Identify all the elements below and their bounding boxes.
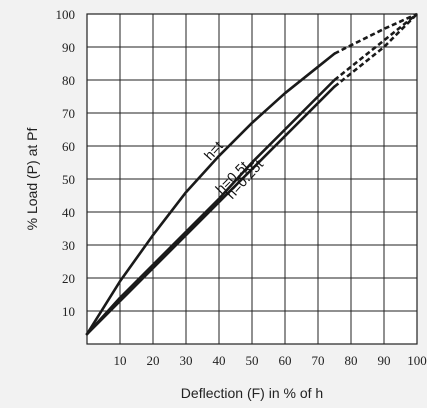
x-tick-label: 50 <box>246 353 259 368</box>
curve-h-t-solid <box>85 52 336 336</box>
y-tick-label: 60 <box>62 139 75 154</box>
x-tick-label: 70 <box>312 353 325 368</box>
y-tick-label: 80 <box>62 73 75 88</box>
y-tick-label: 10 <box>62 304 75 319</box>
x-axis-ticks: 10 20 30 40 50 60 70 80 90 100 <box>114 353 427 368</box>
y-axis-label: % Load (P) at Pf <box>24 128 40 231</box>
y-tick-label: 90 <box>62 40 75 55</box>
x-axis-label: Deflection (F) in % of h <box>181 385 323 401</box>
y-tick-label: 20 <box>62 271 75 286</box>
y-tick-label: 30 <box>62 238 75 253</box>
y-axis-ticks: 10 20 30 40 50 60 70 80 90 100 <box>56 7 76 319</box>
y-tick-label: 100 <box>56 7 76 22</box>
curve-h-0-5t-solid <box>85 85 336 336</box>
curves <box>85 12 418 336</box>
curve-h-0-25t-solid <box>85 78 336 336</box>
y-tick-label: 70 <box>62 106 75 121</box>
curve-h-t-dashed <box>333 12 418 55</box>
x-tick-label: 100 <box>407 353 427 368</box>
x-tick-label: 80 <box>345 353 358 368</box>
x-tick-label: 90 <box>378 353 391 368</box>
x-tick-label: 60 <box>279 353 292 368</box>
x-tick-label: 20 <box>147 353 160 368</box>
y-tick-label: 40 <box>62 205 75 220</box>
curve-h-0-5t-dashed <box>333 13 418 88</box>
y-tick-label: 50 <box>62 172 75 187</box>
curve-h-0-25t-dashed <box>333 12 418 82</box>
x-tick-label: 30 <box>180 353 193 368</box>
x-tick-label: 10 <box>114 353 127 368</box>
x-tick-label: 40 <box>213 353 226 368</box>
